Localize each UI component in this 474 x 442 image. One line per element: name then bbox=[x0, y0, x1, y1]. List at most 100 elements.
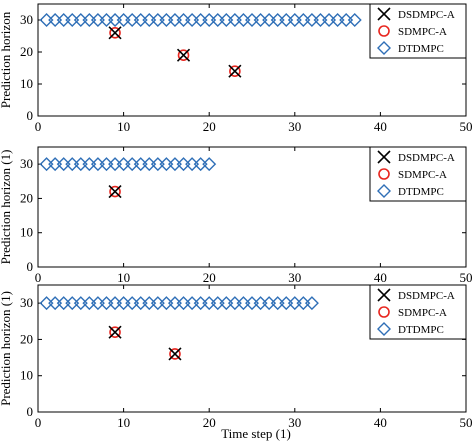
x-tick-label: 20 bbox=[203, 415, 216, 430]
data-point-dtdmpc bbox=[304, 296, 319, 311]
legend-marker-sdmpc bbox=[378, 168, 390, 180]
y-tick-label: 10 bbox=[20, 76, 33, 91]
data-point-dtdmpc bbox=[99, 296, 114, 311]
data-point-dtdmpc bbox=[245, 13, 259, 27]
data-point-dtdmpc bbox=[167, 157, 182, 172]
data-point-dtdmpc bbox=[227, 13, 242, 27]
data-point-dtdmpc bbox=[167, 296, 182, 311]
y-tick-label: 0 bbox=[27, 108, 34, 123]
data-point-sdmpc bbox=[109, 26, 121, 39]
data-point-dtdmpc bbox=[253, 13, 268, 27]
x-tick-label: 30 bbox=[288, 415, 301, 430]
data-point-dtdmpc bbox=[133, 13, 148, 27]
x-tick-label: 50 bbox=[460, 415, 473, 430]
data-point-dtdmpc bbox=[133, 157, 148, 172]
panel-1: 0 10 20 30 40 50 0 10 20 30 Prediction horizon DSDM… bbox=[0, 3, 473, 134]
data-point-dtdmpc bbox=[159, 157, 174, 172]
data-point-dtdmpc bbox=[193, 13, 208, 27]
legend-label: SDMPC-A bbox=[398, 307, 447, 319]
panel-3: 0 10 20 30 40 50 0 10 20 30 Prediction horizon (1)… bbox=[0, 284, 473, 430]
data-point-dtdmpc bbox=[82, 296, 97, 311]
data-point-dtdmpc bbox=[167, 13, 182, 27]
data-point-dtdmpc bbox=[322, 13, 337, 27]
data-point-dtdmpc bbox=[125, 13, 140, 27]
legend-marker-dsdmpc bbox=[377, 150, 391, 164]
legend: DSDMPC-A SDMPC-A DTDMPC bbox=[369, 3, 467, 59]
y-tick-label: 0 bbox=[27, 259, 34, 274]
data-point-dtdmpc bbox=[56, 13, 71, 27]
data-point-dtdmpc bbox=[219, 296, 234, 311]
data-point-dtdmpc bbox=[176, 296, 191, 311]
y-tick-label: 20 bbox=[20, 331, 33, 346]
panel-2: 0 10 20 30 40 50 0 10 20 30 Prediction horizon (1)… bbox=[0, 146, 473, 285]
data-point-dtdmpc bbox=[116, 157, 131, 172]
data-point-dsdmpc bbox=[176, 48, 191, 62]
data-point-dtdmpc bbox=[142, 13, 157, 27]
data-point-dtdmpc bbox=[73, 157, 88, 172]
data-point-dsdmpc-stroke-b bbox=[108, 185, 122, 199]
legend-marker-dsdmpc-stroke-b bbox=[377, 7, 391, 21]
data-point-dtdmpc bbox=[193, 296, 208, 311]
data-point-dtdmpc bbox=[159, 13, 174, 27]
x-tick-label: 0 bbox=[35, 415, 42, 430]
legend-label: DTDMPC bbox=[398, 43, 444, 55]
data-point-sdmpc bbox=[169, 348, 181, 360]
data-point-dtdmpc bbox=[56, 157, 71, 172]
data-point-dtdmpc bbox=[236, 296, 251, 311]
data-point-dtdmpc bbox=[108, 157, 123, 172]
data-point-dsdmpc-stroke-b bbox=[108, 26, 122, 40]
x-tick-label: 20 bbox=[203, 119, 216, 134]
y-axis-label: Prediction horizon (1) bbox=[0, 150, 13, 265]
x-axis-label: Time step (1) bbox=[221, 426, 291, 441]
legend: DSDMPC-A SDMPC-A DTDMPC bbox=[369, 284, 467, 340]
legend-label: SDMPC-A bbox=[398, 169, 447, 181]
data-point-dtdmpc bbox=[82, 13, 97, 27]
data-point-dtdmpc bbox=[150, 296, 165, 311]
plot-frame bbox=[37, 284, 467, 413]
data-point-dtdmpc bbox=[176, 13, 191, 27]
x-tick-label: 0 bbox=[35, 270, 42, 285]
data-point-dtdmpc bbox=[56, 296, 71, 311]
data-point-dtdmpc bbox=[287, 296, 302, 311]
data-point-dsdmpc-stroke-b bbox=[108, 325, 122, 339]
data-point-dtdmpc bbox=[125, 296, 140, 311]
data-point-dtdmpc bbox=[313, 13, 328, 27]
data-point-dtdmpc bbox=[185, 157, 200, 172]
legend: DSDMPC-A SDMPC-A DTDMPC bbox=[369, 146, 467, 202]
legend-label: SDMPC-A bbox=[398, 26, 447, 38]
data-point-dtdmpc bbox=[150, 13, 165, 27]
data-point-dtdmpc bbox=[245, 296, 259, 311]
data-point-dtdmpc bbox=[347, 13, 362, 27]
data-point-dsdmpc-stroke-b bbox=[228, 64, 242, 78]
data-point-dtdmpc bbox=[210, 13, 225, 27]
data-point-dtdmpc bbox=[219, 13, 234, 27]
data-point-sdmpc bbox=[109, 326, 121, 338]
data-point-dtdmpc bbox=[142, 157, 157, 172]
data-point-dtdmpc bbox=[39, 157, 54, 172]
y-tick-label: 10 bbox=[20, 225, 33, 240]
data-point-dtdmpc bbox=[39, 296, 54, 311]
data-point-dtdmpc bbox=[65, 157, 80, 172]
y-tick-label: 30 bbox=[20, 12, 33, 27]
data-point-dtdmpc bbox=[185, 296, 200, 311]
data-point-dtdmpc bbox=[150, 157, 165, 172]
x-tick-label: 10 bbox=[117, 415, 130, 430]
legend-label: DTDMPC bbox=[398, 186, 444, 198]
data-point-dtdmpc bbox=[65, 13, 80, 27]
plot-frame bbox=[37, 3, 467, 117]
legend-marker-dtdmpc bbox=[377, 41, 391, 55]
data-point-dtdmpc bbox=[296, 296, 311, 311]
data-point-dtdmpc bbox=[176, 157, 191, 172]
legend-marker-sdmpc bbox=[378, 306, 390, 318]
data-point-dtdmpc bbox=[339, 13, 354, 27]
data-point-dtdmpc bbox=[73, 13, 88, 27]
data-point-dtdmpc bbox=[202, 157, 217, 172]
y-tick-label: 30 bbox=[20, 156, 33, 171]
x-tick-label: 30 bbox=[288, 119, 301, 134]
legend-marker-dtdmpc bbox=[377, 184, 391, 198]
y-axis-label: Prediction horizon (1) bbox=[0, 291, 13, 406]
data-point-dtdmpc bbox=[90, 157, 105, 172]
data-point-dtdmpc bbox=[262, 296, 277, 311]
data-point-dtdmpc bbox=[227, 296, 242, 311]
y-tick-label: 30 bbox=[20, 295, 33, 310]
